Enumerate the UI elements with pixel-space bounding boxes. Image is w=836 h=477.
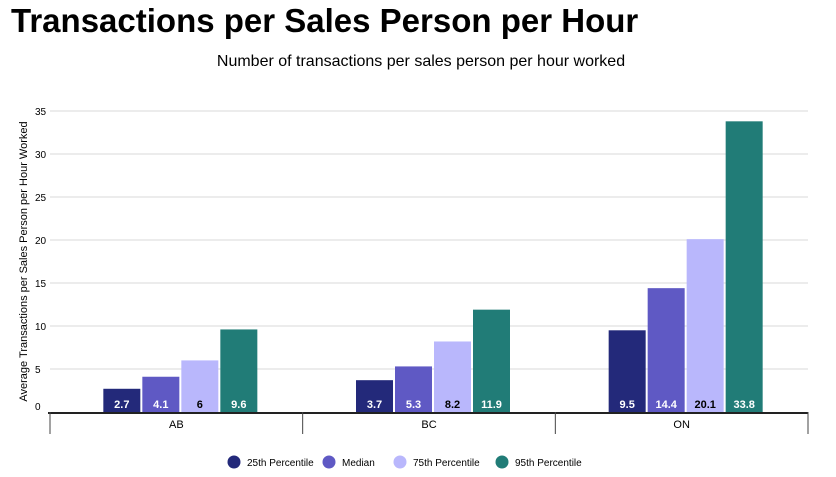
page-title: Transactions per Sales Person per Hour <box>11 2 639 39</box>
legend-label: 95th Percentile <box>515 458 582 469</box>
x-tick-label: ON <box>673 419 690 431</box>
legend-label: 75th Percentile <box>413 458 480 469</box>
bar-75th-percentile-bc <box>434 341 471 412</box>
bar-75th-percentile-ab <box>181 360 219 412</box>
bar-median-on <box>647 288 685 412</box>
y-tick-label: 10 <box>35 322 47 333</box>
data-label: 2.7 <box>114 399 129 411</box>
x-tick-label: BC <box>421 419 436 431</box>
chart-title: Number of transactions per sales person … <box>217 53 625 70</box>
bar-median-bc <box>395 366 432 412</box>
y-tick-label: 25 <box>35 193 47 204</box>
data-label: 6 <box>197 399 203 411</box>
bar-95th-percentile-ab <box>220 329 258 412</box>
legend-marker <box>227 455 241 469</box>
legend-label: Median <box>342 458 375 469</box>
legend-marker <box>393 455 407 469</box>
legend-marker <box>322 455 336 469</box>
data-label: 9.5 <box>620 399 635 411</box>
y-axis-label: Average Transactions per Sales Person pe… <box>18 121 30 401</box>
legend-marker <box>495 455 509 469</box>
y-tick-label: 15 <box>35 279 47 290</box>
data-label: 9.6 <box>231 399 246 411</box>
bar-25th-percentile-on <box>608 330 646 412</box>
legend-label: 25th Percentile <box>247 458 314 469</box>
data-label: 14.4 <box>655 399 677 411</box>
data-label: 4.1 <box>153 399 168 411</box>
y-tick-label: 0 <box>35 402 41 413</box>
bar-75th-percentile-on <box>686 239 724 412</box>
y-tick-label: 35 <box>35 107 47 118</box>
x-tick-label: AB <box>169 419 184 431</box>
bar-95th-percentile-on <box>725 121 763 412</box>
data-label: 33.8 <box>733 399 754 411</box>
bar-25th-percentile-bc <box>356 380 393 412</box>
y-tick-label: 20 <box>35 236 47 247</box>
y-tick-label: 5 <box>35 365 41 376</box>
bar-median-ab <box>142 376 180 412</box>
data-label: 20.1 <box>694 399 715 411</box>
data-label: 3.7 <box>367 399 382 411</box>
data-label: 5.3 <box>406 399 421 411</box>
bar-25th-percentile-ab <box>103 388 141 412</box>
y-tick-label: 30 <box>35 150 47 161</box>
data-label: 8.2 <box>445 399 460 411</box>
data-label: 11.9 <box>481 399 502 411</box>
bar-95th-percentile-bc <box>473 309 510 412</box>
